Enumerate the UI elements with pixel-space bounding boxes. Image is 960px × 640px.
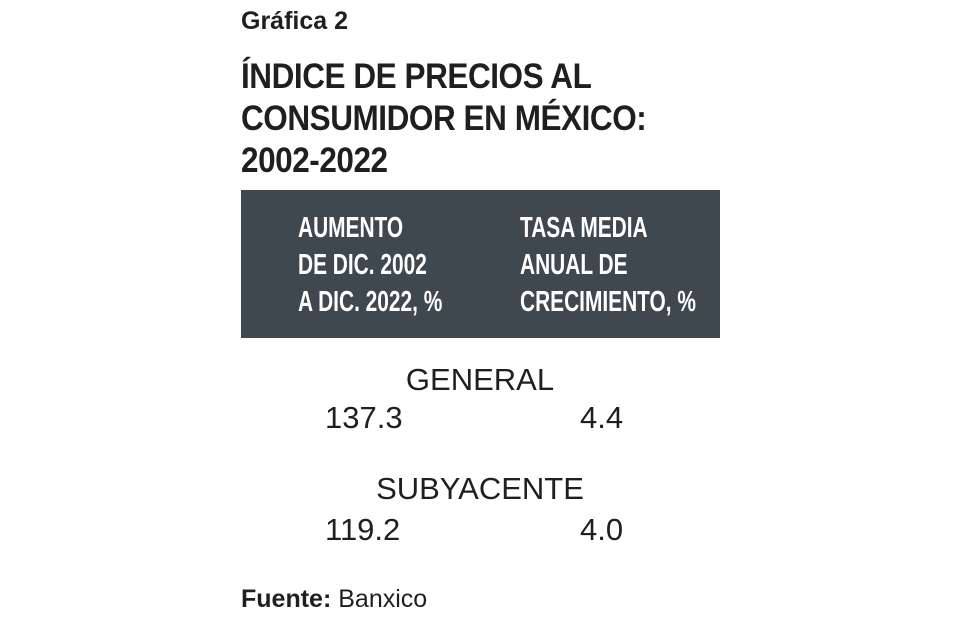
header-line: CRECIMIENTO, % [520, 286, 696, 318]
chart-title: ÍNDICE DE PRECIOS AL CONSUMIDOR EN MÉXIC… [241, 56, 647, 182]
row-label-general: GENERAL [405, 362, 555, 397]
header-line: DE DIC. 2002 [298, 249, 427, 281]
subyacente-rate: 4.0 [580, 512, 624, 547]
source-note: Fuente: Banxico [241, 585, 427, 614]
title-line: CONSUMIDOR EN MÉXICO: [241, 99, 647, 138]
header-line: TASA MEDIA [520, 212, 648, 244]
table-header [241, 190, 720, 338]
source-value: Banxico [338, 585, 428, 613]
row-label-subyacente: SUBYACENTE [376, 471, 584, 506]
header-line: A DIC. 2022, % [298, 286, 443, 318]
title-line: ÍNDICE DE PRECIOS AL [241, 57, 592, 96]
subyacente-increase: 119.2 [325, 512, 401, 547]
chart-kicker: Gráfica 2 [241, 7, 349, 35]
general-increase: 137.3 [325, 400, 403, 435]
header-line: ANUAL DE [520, 249, 628, 281]
header-line: AUMENTO [298, 212, 404, 244]
column-header-rate: TASA MEDIA ANUAL DE CRECIMIENTO, % [520, 210, 696, 321]
title-line: 2002-2022 [241, 141, 388, 180]
column-header-increase: AUMENTO DE DIC. 2002 A DIC. 2022, % [298, 210, 442, 321]
general-rate: 4.4 [580, 400, 624, 435]
source-label: Fuente: [241, 585, 332, 613]
